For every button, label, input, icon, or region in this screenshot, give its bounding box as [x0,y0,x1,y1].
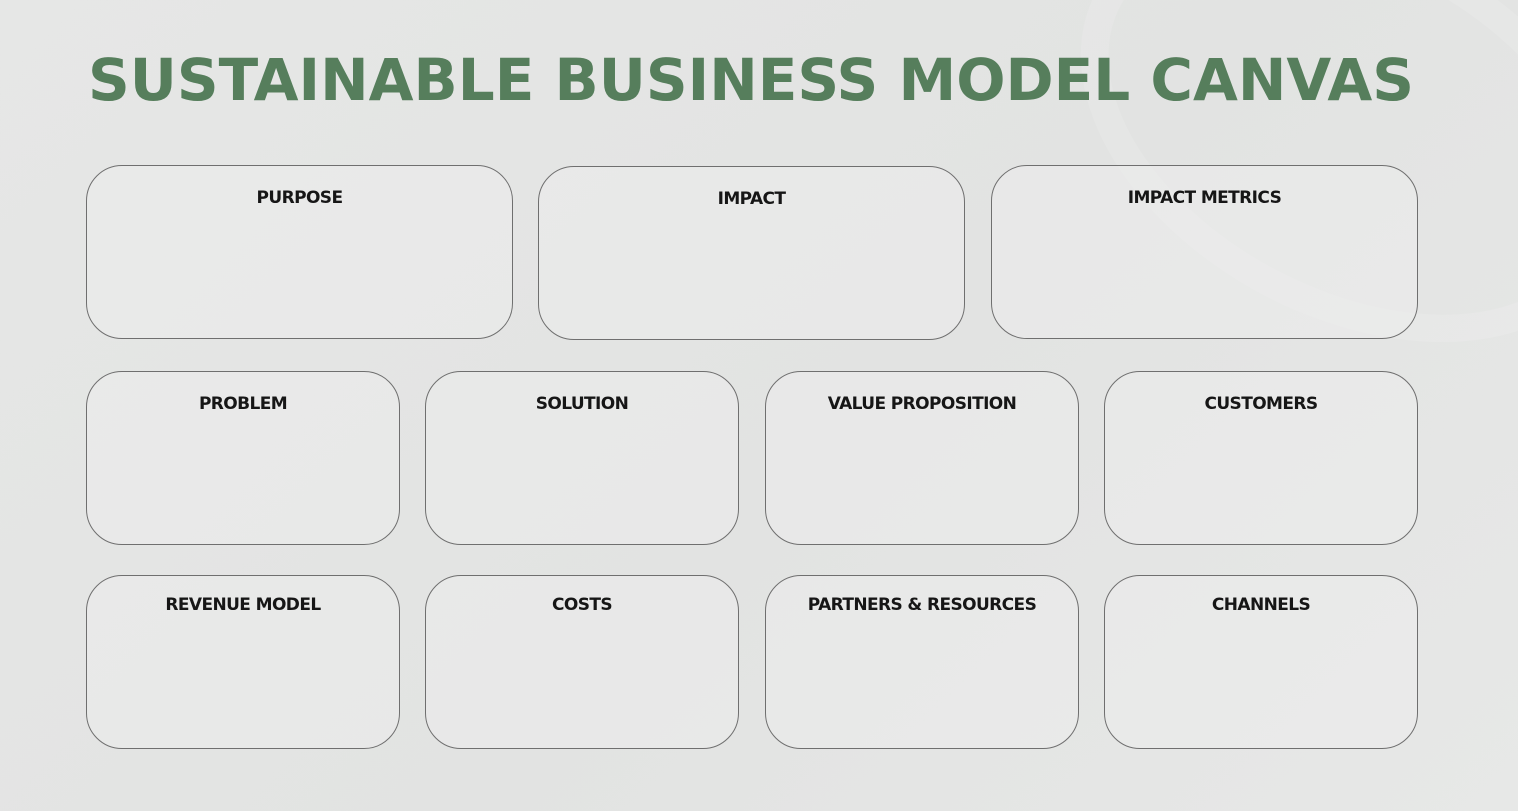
section-revenue-model[interactable]: REVENUE MODEL [86,575,400,749]
section-label-costs: COSTS [551,595,613,615]
section-channels[interactable]: CHANNELS [1104,575,1418,749]
section-body-purpose[interactable] [107,222,492,320]
section-body-impact-metrics[interactable] [1012,222,1397,320]
section-body-value-proposition[interactable] [786,428,1058,526]
section-label-impact-metrics: IMPACT METRICS [1127,188,1282,208]
section-body-costs[interactable] [446,632,718,730]
section-partners-resources[interactable]: PARTNERS & RESOURCES [765,575,1079,749]
section-label-partners-resources: PARTNERS & RESOURCES [807,595,1037,615]
section-body-channels[interactable] [1125,632,1397,730]
section-body-revenue-model[interactable] [107,632,379,730]
page-title: SUSTAINABLE BUSINESS MODEL CANVAS [87,46,1415,114]
section-impact[interactable]: IMPACT [538,166,965,340]
section-purpose[interactable]: PURPOSE [86,165,513,339]
section-solution[interactable]: SOLUTION [425,371,739,545]
section-value-proposition[interactable]: VALUE PROPOSITION [765,371,1079,545]
section-body-problem[interactable] [107,428,379,526]
section-label-impact: IMPACT [717,189,786,209]
section-label-channels: CHANNELS [1211,595,1311,615]
section-costs[interactable]: COSTS [425,575,739,749]
section-label-customers: CUSTOMERS [1204,394,1318,414]
section-label-value-proposition: VALUE PROPOSITION [827,394,1017,414]
section-problem[interactable]: PROBLEM [86,371,400,545]
section-body-impact[interactable] [559,223,944,321]
section-label-purpose: PURPOSE [256,188,344,208]
section-impact-metrics[interactable]: IMPACT METRICS [991,165,1418,339]
section-body-solution[interactable] [446,428,718,526]
section-label-revenue-model: REVENUE MODEL [165,595,321,615]
section-body-partners-resources[interactable] [786,632,1058,730]
section-label-solution: SOLUTION [535,394,629,414]
section-body-customers[interactable] [1125,428,1397,526]
section-label-problem: PROBLEM [198,394,288,414]
section-customers[interactable]: CUSTOMERS [1104,371,1418,545]
